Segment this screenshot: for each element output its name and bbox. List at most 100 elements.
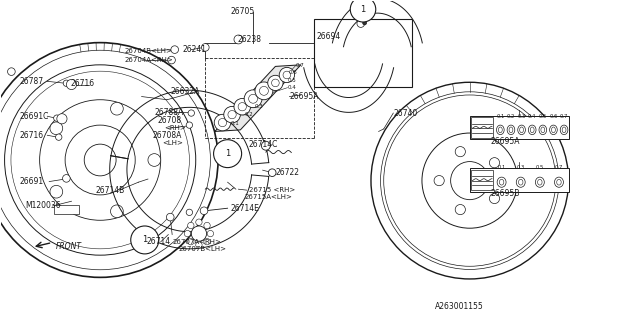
Bar bbox=[471, 117, 493, 138]
Text: 26632A: 26632A bbox=[170, 87, 200, 96]
Text: 0.5: 0.5 bbox=[536, 165, 544, 171]
Ellipse shape bbox=[529, 125, 536, 135]
Ellipse shape bbox=[255, 82, 273, 100]
Ellipse shape bbox=[40, 100, 161, 220]
Ellipse shape bbox=[531, 127, 534, 133]
Ellipse shape bbox=[234, 99, 250, 115]
Ellipse shape bbox=[188, 222, 194, 229]
Ellipse shape bbox=[224, 106, 241, 123]
Text: 26695A: 26695A bbox=[289, 92, 319, 101]
Text: 26691C: 26691C bbox=[19, 112, 49, 121]
Ellipse shape bbox=[357, 20, 365, 28]
Bar bbox=[471, 170, 493, 190]
Text: 0.4: 0.4 bbox=[287, 85, 296, 90]
Ellipse shape bbox=[63, 80, 70, 86]
Text: 0.2: 0.2 bbox=[507, 114, 515, 119]
Ellipse shape bbox=[279, 68, 294, 83]
Ellipse shape bbox=[490, 194, 500, 204]
Text: 0.4: 0.4 bbox=[528, 114, 536, 119]
Text: <RH>: <RH> bbox=[164, 125, 186, 131]
Ellipse shape bbox=[552, 127, 556, 133]
Text: 26716: 26716 bbox=[70, 79, 94, 88]
Text: 26707B<LH>: 26707B<LH> bbox=[179, 246, 227, 252]
Ellipse shape bbox=[0, 43, 218, 277]
Ellipse shape bbox=[204, 238, 210, 245]
Ellipse shape bbox=[131, 226, 159, 254]
Ellipse shape bbox=[283, 71, 291, 79]
Ellipse shape bbox=[234, 35, 243, 44]
Text: 26722: 26722 bbox=[275, 168, 300, 177]
Ellipse shape bbox=[518, 125, 525, 135]
Text: 1: 1 bbox=[142, 236, 147, 244]
Text: 26714: 26714 bbox=[147, 237, 171, 246]
Text: 0.3: 0.3 bbox=[516, 165, 525, 171]
Ellipse shape bbox=[4, 65, 196, 255]
Ellipse shape bbox=[507, 125, 515, 135]
Ellipse shape bbox=[381, 92, 559, 269]
Text: 0.6: 0.6 bbox=[549, 114, 557, 119]
Text: 0.5: 0.5 bbox=[539, 114, 547, 119]
Ellipse shape bbox=[218, 118, 227, 127]
Text: 0.1: 0.1 bbox=[231, 121, 239, 126]
Text: M120036: M120036 bbox=[26, 202, 61, 211]
Ellipse shape bbox=[422, 133, 518, 228]
Text: 26714B: 26714B bbox=[96, 186, 125, 195]
Ellipse shape bbox=[207, 230, 214, 237]
Bar bbox=[470, 116, 568, 140]
Ellipse shape bbox=[244, 90, 262, 108]
Text: 0.7: 0.7 bbox=[296, 63, 305, 68]
Text: 26238: 26238 bbox=[237, 35, 261, 44]
Ellipse shape bbox=[196, 242, 202, 248]
Ellipse shape bbox=[259, 86, 268, 95]
Ellipse shape bbox=[50, 185, 63, 198]
Text: 1: 1 bbox=[360, 5, 365, 14]
Ellipse shape bbox=[200, 207, 208, 215]
Ellipse shape bbox=[186, 122, 193, 128]
Ellipse shape bbox=[518, 179, 523, 185]
Ellipse shape bbox=[111, 102, 124, 115]
Polygon shape bbox=[215, 65, 301, 132]
Text: 26704B<LH>: 26704B<LH> bbox=[124, 48, 172, 53]
Ellipse shape bbox=[186, 209, 193, 215]
Ellipse shape bbox=[509, 127, 513, 133]
Text: 26740: 26740 bbox=[394, 108, 417, 117]
Ellipse shape bbox=[554, 177, 563, 187]
Ellipse shape bbox=[56, 134, 62, 140]
Text: 0.5: 0.5 bbox=[287, 77, 296, 83]
Ellipse shape bbox=[54, 115, 60, 121]
Ellipse shape bbox=[371, 82, 568, 279]
Text: 26707A<RH>: 26707A<RH> bbox=[172, 239, 221, 245]
Text: A263001155: A263001155 bbox=[435, 302, 483, 311]
Ellipse shape bbox=[434, 176, 444, 186]
Ellipse shape bbox=[261, 141, 270, 150]
Ellipse shape bbox=[560, 125, 568, 135]
Bar bbox=[314, 19, 412, 87]
Ellipse shape bbox=[490, 158, 500, 168]
Ellipse shape bbox=[8, 68, 15, 76]
Ellipse shape bbox=[171, 46, 179, 53]
Text: 26715A<LH>: 26715A<LH> bbox=[244, 194, 292, 200]
Text: 0.1: 0.1 bbox=[496, 114, 504, 119]
Ellipse shape bbox=[550, 125, 557, 135]
Text: 26695A: 26695A bbox=[491, 137, 520, 146]
Ellipse shape bbox=[84, 144, 116, 176]
Ellipse shape bbox=[204, 222, 210, 229]
Text: 26694: 26694 bbox=[317, 32, 341, 41]
Ellipse shape bbox=[562, 127, 566, 133]
Text: 0.7: 0.7 bbox=[560, 114, 568, 119]
Ellipse shape bbox=[57, 114, 67, 124]
Ellipse shape bbox=[271, 79, 279, 87]
Ellipse shape bbox=[455, 204, 465, 215]
Ellipse shape bbox=[238, 103, 246, 111]
Ellipse shape bbox=[536, 177, 544, 187]
Ellipse shape bbox=[350, 0, 376, 22]
Text: 0.3: 0.3 bbox=[255, 104, 264, 109]
Text: 26714C: 26714C bbox=[248, 140, 278, 149]
Text: 0.1: 0.1 bbox=[497, 165, 506, 171]
Ellipse shape bbox=[541, 127, 545, 133]
Ellipse shape bbox=[268, 169, 276, 177]
Ellipse shape bbox=[214, 140, 242, 168]
Text: 26241: 26241 bbox=[183, 45, 207, 54]
Text: 26715 <RH>: 26715 <RH> bbox=[248, 187, 295, 193]
Ellipse shape bbox=[497, 125, 504, 135]
